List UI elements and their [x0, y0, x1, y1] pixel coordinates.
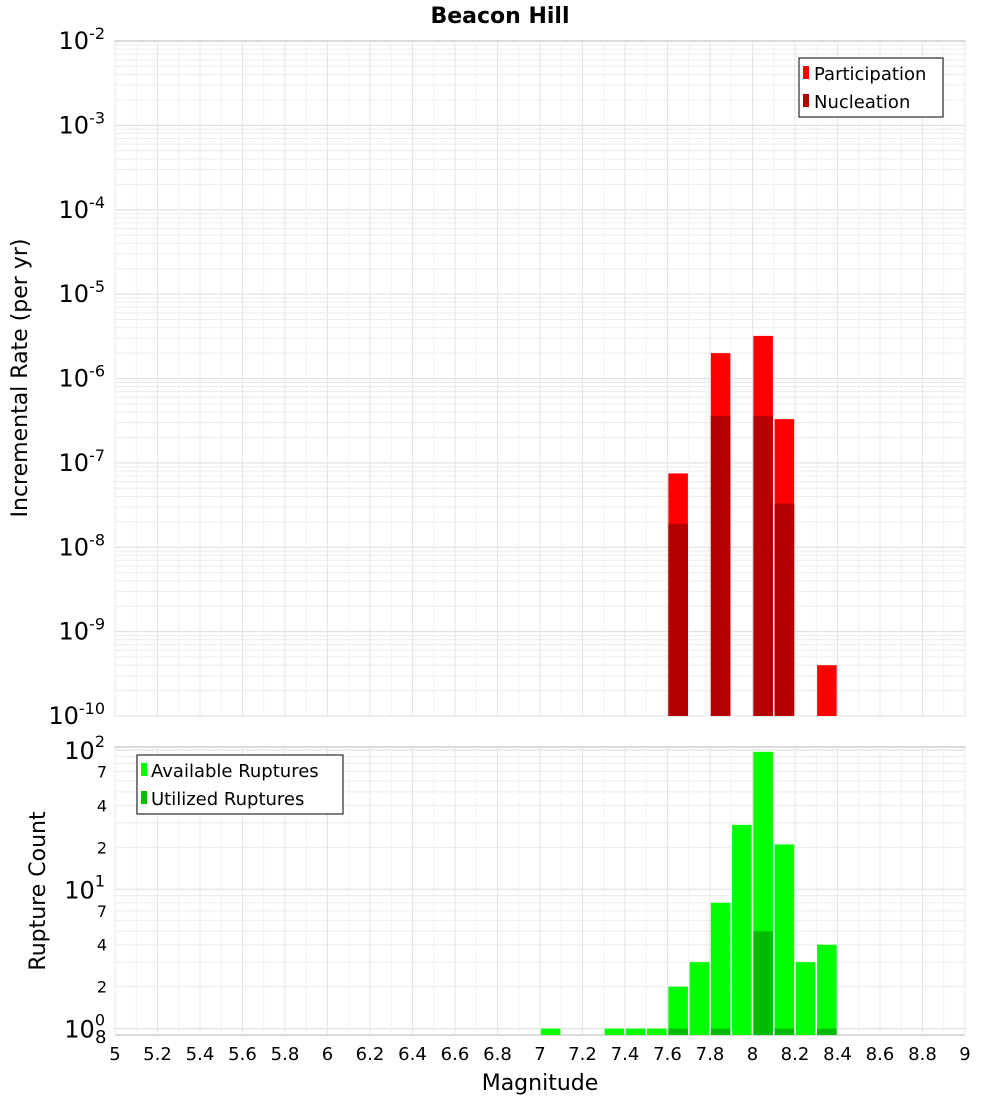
nucleation-bar [668, 523, 688, 716]
count-y-tick-label: 101 [64, 871, 105, 904]
rate-y-tick-label: 10-4 [59, 193, 106, 224]
rate-y-tick-label: 10-2 [59, 24, 106, 55]
rate-y-tick-label: 10-5 [59, 277, 106, 308]
available-ruptures-bar [540, 1028, 561, 1035]
legend-label-nucleation: Nucleation [814, 92, 910, 113]
x-tick-label: 8 [747, 1044, 758, 1065]
available-ruptures-bar [732, 824, 752, 1035]
rate-y-tick-label: 10-10 [48, 699, 105, 730]
rate-legend-box [798, 57, 944, 118]
utilized-ruptures-bar [774, 1028, 795, 1035]
nucleation-bar [753, 415, 773, 716]
rate-y-tick-label: 10-7 [59, 446, 106, 477]
legend-label-participation: Participation [814, 64, 926, 85]
available-ruptures-bar [795, 962, 816, 1035]
x-tick-label: 7.2 [568, 1044, 597, 1065]
available-ruptures-bar [668, 986, 688, 1035]
rate-y-axis-label: Incremental Rate (per yr) [8, 239, 33, 518]
count-y-tick-label: 7 [97, 763, 107, 782]
count-y-axis-label: Rupture Count [26, 811, 51, 971]
x-tick-label: 5.2 [143, 1044, 172, 1065]
rate-y-ticks: 10-2 10-3 10-4 10-5 10-6 10-7 10-8 10-9 10-10 [48, 24, 105, 730]
nucleation-bar [710, 415, 731, 716]
legend-swatch-utilized [141, 791, 147, 804]
legend-swatch-nucleation [803, 94, 809, 107]
available-ruptures-bar [710, 902, 731, 1035]
available-ruptures-bar [774, 844, 795, 1035]
available-ruptures-bar [625, 1028, 646, 1035]
x-tick-label: 5.4 [186, 1044, 215, 1065]
count-y-tick-label: 102 [64, 732, 105, 765]
available-ruptures-bar [817, 944, 837, 1035]
available-ruptures-bar [647, 1028, 667, 1035]
x-tick-label: 5.8 [271, 1044, 300, 1065]
utilized-ruptures-bar [710, 1028, 731, 1035]
legend-label-available: Available Ruptures [151, 761, 319, 782]
x-tick-label: 8.4 [823, 1044, 852, 1065]
count-bars [540, 751, 837, 1035]
x-tick-label: 5 [109, 1044, 120, 1065]
x-axis-label: Magnitude [482, 1071, 599, 1096]
x-tick-label: 7.8 [696, 1044, 725, 1065]
utilized-ruptures-bar [668, 1028, 688, 1035]
rate-bars [668, 335, 837, 716]
legend-swatch-participation [803, 66, 809, 79]
rate-y-tick-label: 10-8 [59, 530, 106, 561]
x-tick-label: 6.2 [356, 1044, 385, 1065]
rate-legend: Participation Nucleation [798, 57, 944, 118]
rate-y-tick-label: 10-3 [59, 108, 106, 139]
count-y-tick-label: 2 [97, 978, 107, 997]
legend-swatch-available [141, 763, 147, 776]
x-tick-label: 7.4 [611, 1044, 640, 1065]
rate-y-tick-label: 10-6 [59, 362, 106, 393]
available-ruptures-bar [604, 1028, 625, 1035]
count-y-tick-label: 2 [97, 838, 107, 857]
x-tick-label: 6.8 [483, 1044, 512, 1065]
rate-y-tick-label: 10-9 [59, 615, 106, 646]
count-y-tick-label: 4 [97, 936, 107, 955]
chart-title: Beacon Hill [430, 4, 569, 29]
x-tick-label: 5.6 [228, 1044, 257, 1065]
utilized-ruptures-bar [817, 1028, 837, 1035]
x-tick-label: 6.6 [441, 1044, 470, 1065]
x-tick-label: 7 [534, 1044, 545, 1065]
x-tick-label: 6.4 [398, 1044, 427, 1065]
count-y-tick-label: 4 [97, 796, 107, 815]
x-tick-label: 9 [959, 1044, 970, 1065]
x-tick-label: 8.8 [908, 1044, 937, 1065]
utilized-ruptures-bar [753, 931, 773, 1035]
x-tick-label: 8.2 [781, 1044, 810, 1065]
available-ruptures-bar [689, 962, 710, 1035]
magnitude-x-ticks: 5 5.2 5.4 5.6 5.8 6 6.2 6.4 6.6 6.8 7 7.2 7.4 7.6 7.8 8… [109, 1044, 970, 1065]
x-tick-label: 6 [322, 1044, 333, 1065]
legend-label-utilized: Utilized Ruptures [151, 789, 304, 810]
count-y-extra-label: 8 [95, 1027, 106, 1048]
rate-panel: 10-2 10-3 10-4 10-5 10-6 10-7 10-8 10-9 10-10 In… [8, 24, 966, 730]
participation-bar [817, 665, 837, 716]
count-legend: Available Ruptures Utilized Ruptures [136, 754, 344, 815]
count-grid [114, 747, 966, 1035]
count-y-tick-label: 100 [64, 1011, 105, 1044]
x-tick-label: 7.6 [653, 1044, 682, 1065]
count-y-tick-label: 7 [97, 902, 107, 921]
count-legend-box [136, 754, 344, 815]
nucleation-bar [774, 503, 795, 716]
rate-grid [114, 41, 966, 717]
x-tick-label: 8.6 [866, 1044, 895, 1065]
